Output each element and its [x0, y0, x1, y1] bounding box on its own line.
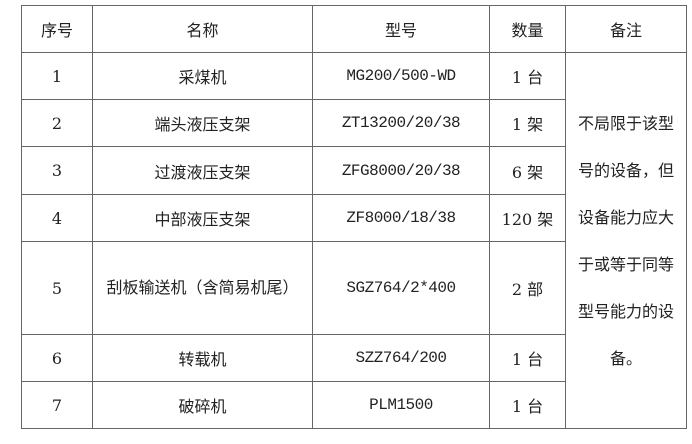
cell-no: 3 [21, 146, 93, 195]
cell-name: 中部液压支架 [92, 194, 313, 242]
table-row: 3 过渡液压支架 ZFG8000/20/38 6 架 [21, 146, 687, 195]
header-remark: 备注 [565, 5, 687, 53]
cell-name: 采煤机 [92, 52, 313, 100]
table-row: 4 中部液压支架 ZF8000/18/38 120 架 [21, 194, 687, 242]
cell-name: 破碎机 [92, 381, 313, 429]
cell-model: ZT13200/20/38 [312, 99, 490, 147]
cell-model: SZZ764/200 [312, 334, 490, 382]
cell-no: 2 [21, 99, 93, 147]
table-row: 5 刮板输送机（含简易机尾） SGZ764/2*400 2 部 [21, 241, 687, 335]
header-row: 序号 名称 型号 数量 备注 [21, 5, 687, 53]
cell-no: 6 [21, 334, 93, 382]
cell-no: 5 [21, 241, 93, 335]
header-name: 名称 [92, 5, 313, 53]
table-row: 2 端头液压支架 ZT13200/20/38 1 架 [21, 99, 687, 147]
cell-name: 刮板输送机（含简易机尾） [92, 241, 313, 335]
header-no: 序号 [21, 5, 93, 53]
cell-no: 7 [21, 381, 93, 429]
table-row: 7 破碎机 PLM1500 1 台 [21, 381, 687, 429]
cell-model: MG200/500-WD [312, 52, 490, 100]
table-row: 1 采煤机 MG200/500-WD 1 台 不局限于该型号的设备，但设备能力应… [21, 52, 687, 429]
cell-model: PLM1500 [312, 381, 490, 429]
cell-name: 过渡液压支架 [92, 146, 313, 195]
cell-qty: 1 台 [489, 334, 566, 382]
cell-qty: 120 架 [489, 194, 566, 242]
cell-qty: 1 架 [489, 99, 566, 147]
cell-qty: 1 台 [489, 381, 566, 429]
cell-model: SGZ764/2*400 [312, 241, 490, 335]
cell-model: ZFG8000/20/38 [312, 146, 490, 195]
cell-qty: 1 台 [489, 52, 566, 100]
header-qty: 数量 [489, 5, 566, 53]
cell-name: 端头液压支架 [92, 99, 313, 147]
table-row: 6 转载机 SZZ764/200 1 台 [21, 334, 687, 382]
cell-model: ZF8000/18/38 [312, 194, 490, 242]
equipment-table: 序号 名称 型号 数量 备注 1 采煤机 MG200/500-WD 1 台 不局… [21, 5, 687, 429]
cell-no: 1 [21, 52, 93, 100]
header-model: 型号 [312, 5, 490, 53]
cell-qty: 6 架 [489, 146, 566, 195]
cell-remark: 不局限于该型号的设备，但设备能力应大于或等于同等型号能力的设备。 [565, 52, 687, 429]
cell-name: 转载机 [92, 334, 313, 382]
cell-qty: 2 部 [489, 241, 566, 335]
cell-no: 4 [21, 194, 93, 242]
